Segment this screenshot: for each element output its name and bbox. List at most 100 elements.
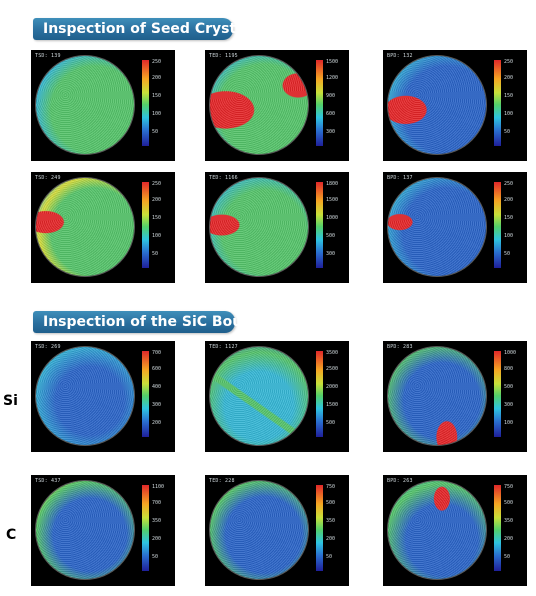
defect-map-panel: TSD: 437 1100 700 350 200 50 — [31, 475, 175, 586]
colorbar-tick-label: 3500 — [326, 350, 339, 356]
colorbar-tick-label: 350 — [152, 518, 162, 524]
row-label-si: Si — [3, 393, 18, 409]
colorbar — [316, 351, 323, 437]
section-title: Inspection of Seed Crystal — [43, 21, 251, 37]
wafer-map — [36, 56, 134, 154]
wafer-map — [388, 481, 486, 579]
panel-caption: TED: 1166 — [209, 175, 238, 181]
colorbar-tick-label: 600 — [326, 111, 336, 117]
colorbar-tick-label: 500 — [504, 384, 514, 390]
colorbar-tick-label: 750 — [504, 484, 514, 490]
colorbar-tick-label: 1000 — [326, 215, 339, 221]
colorbar-tick-label: 50 — [152, 251, 159, 257]
colorbar-tick-label: 750 — [326, 484, 336, 490]
colorbar-tick-label: 800 — [504, 366, 514, 372]
colorbar-tick-label: 100 — [504, 233, 514, 239]
panel-caption: BPD: 137 — [387, 175, 413, 181]
colorbar-tick-label: 200 — [504, 197, 514, 203]
colorbar-tick-label: 500 — [504, 500, 514, 506]
panel-caption: TSD: 437 — [35, 478, 61, 484]
colorbar-tick-label: 300 — [326, 251, 336, 257]
defect-map-panel: TSD: 269 700 600 400 300 200 — [31, 341, 175, 452]
panel-caption: TSD: 139 — [35, 53, 61, 59]
wafer-map — [36, 481, 134, 579]
panel-caption: TED: 228 — [209, 478, 235, 484]
colorbar-tick-label: 900 — [326, 93, 336, 99]
colorbar — [494, 485, 501, 571]
defect-map-panel: TSD: 249 250 200 150 100 50 — [31, 172, 175, 283]
defect-map-panel: BPD: 132 250 200 150 100 50 — [383, 50, 527, 161]
defect-map-panel: BPD: 283 1000 800 500 300 100 — [383, 341, 527, 452]
wafer-map — [36, 178, 134, 276]
wafer-map — [210, 347, 308, 445]
colorbar-tick-label: 1800 — [326, 181, 339, 187]
panel-caption: BPD: 263 — [387, 478, 413, 484]
colorbar-tick-label: 200 — [152, 197, 162, 203]
panel-caption: TED: 1127 — [209, 344, 238, 350]
colorbar-tick-label: 2500 — [326, 366, 339, 372]
colorbar-tick-label: 300 — [152, 402, 162, 408]
colorbar — [142, 485, 149, 571]
colorbar — [316, 182, 323, 268]
colorbar — [316, 485, 323, 571]
colorbar-tick-label: 350 — [326, 518, 336, 524]
colorbar-tick-label: 100 — [152, 111, 162, 117]
colorbar-tick-label: 100 — [504, 420, 514, 426]
section-banner-seed-crystal: Inspection of Seed Crystal — [33, 18, 250, 40]
section-title: Inspection of the SiC Boule — [43, 314, 257, 330]
colorbar-tick-label: 700 — [152, 350, 162, 356]
colorbar-tick-label: 50 — [504, 129, 511, 135]
colorbar-tick-label: 50 — [152, 129, 159, 135]
panel-caption: TSD: 269 — [35, 344, 61, 350]
colorbar — [142, 182, 149, 268]
colorbar-tick-label: 50 — [504, 554, 511, 560]
colorbar — [142, 351, 149, 437]
colorbar-tick-label: 1500 — [326, 59, 339, 65]
colorbar-tick-label: 400 — [152, 384, 162, 390]
wafer-map — [388, 347, 486, 445]
colorbar-tick-label: 200 — [152, 75, 162, 81]
colorbar — [142, 60, 149, 146]
defect-map-panel: BPD: 263 750 500 350 200 50 — [383, 475, 527, 586]
defect-map-panel: TED: 1166 1800 1500 1000 500 300 — [205, 172, 349, 283]
colorbar-tick-label: 100 — [504, 111, 514, 117]
colorbar-tick-label: 300 — [504, 402, 514, 408]
colorbar-tick-label: 200 — [326, 536, 336, 542]
colorbar — [494, 351, 501, 437]
colorbar-tick-label: 150 — [504, 215, 514, 221]
colorbar-tick-label: 50 — [326, 554, 333, 560]
colorbar-tick-label: 50 — [152, 554, 159, 560]
colorbar-tick-label: 600 — [152, 366, 162, 372]
wafer-map — [210, 481, 308, 579]
colorbar-tick-label: 150 — [504, 93, 514, 99]
colorbar-tick-label: 250 — [152, 181, 162, 187]
defect-map-panel: TED: 1195 1500 1200 900 600 300 — [205, 50, 349, 161]
defect-map-panel: TED: 1127 3500 2500 2000 1500 500 — [205, 341, 349, 452]
wafer-map — [388, 56, 486, 154]
colorbar-tick-label: 500 — [326, 420, 336, 426]
colorbar — [494, 60, 501, 146]
colorbar-tick-label: 150 — [152, 93, 162, 99]
colorbar-tick-label: 200 — [152, 536, 162, 542]
colorbar-tick-label: 300 — [326, 129, 336, 135]
colorbar — [316, 60, 323, 146]
panel-caption: TSD: 249 — [35, 175, 61, 181]
defect-map-panel: TSD: 139 250 200 150 100 50 — [31, 50, 175, 161]
colorbar-tick-label: 1000 — [504, 350, 517, 356]
colorbar-tick-label: 250 — [504, 181, 514, 187]
defect-map-panel: BPD: 137 250 200 150 100 50 — [383, 172, 527, 283]
colorbar-tick-label: 350 — [504, 518, 514, 524]
colorbar-tick-label: 1500 — [326, 402, 339, 408]
wafer-map — [388, 178, 486, 276]
colorbar-tick-label: 1500 — [326, 197, 339, 203]
panel-caption: BPD: 283 — [387, 344, 413, 350]
wafer-map — [210, 178, 308, 276]
panel-caption: TED: 1195 — [209, 53, 238, 59]
colorbar-tick-label: 700 — [152, 500, 162, 506]
colorbar-tick-label: 1100 — [152, 484, 165, 490]
colorbar-tick-label: 200 — [152, 420, 162, 426]
colorbar-tick-label: 250 — [504, 59, 514, 65]
wafer-map — [210, 56, 308, 154]
colorbar-tick-label: 1200 — [326, 75, 339, 81]
colorbar-tick-label: 200 — [504, 75, 514, 81]
